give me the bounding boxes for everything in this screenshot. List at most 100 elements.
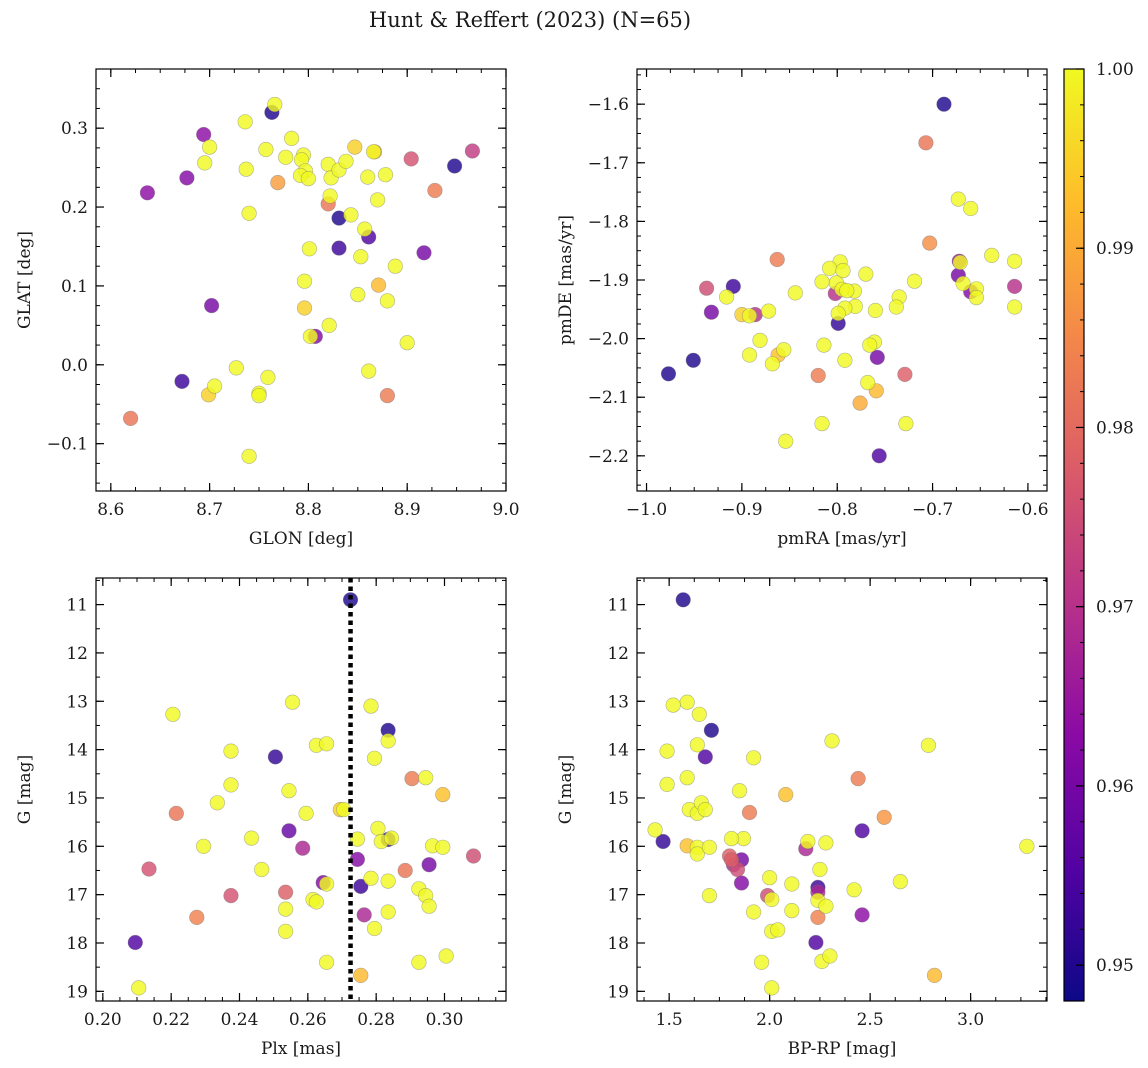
x-tick-label: 8.7 xyxy=(196,500,223,520)
data-point xyxy=(197,155,213,171)
colorbar-tick-label: 0.97 xyxy=(1096,598,1134,618)
colorbar-tick-label: 0.99 xyxy=(1096,239,1134,259)
data-point xyxy=(397,862,413,879)
data-point xyxy=(685,352,701,368)
data-point xyxy=(379,388,396,404)
scatter-panel-1: 8.6 8.7 8.8 8.9 9.0 −0.1 0.0 0.1 0.2 0.3 GLON [deg… xyxy=(15,68,520,549)
colorbar-tick-label: 1.00 xyxy=(1096,60,1134,80)
data-point xyxy=(435,839,451,855)
data-point xyxy=(741,308,758,324)
data-point xyxy=(196,838,212,854)
data-point xyxy=(869,349,885,366)
data-point xyxy=(892,873,908,890)
data-point xyxy=(718,289,735,305)
data-point xyxy=(660,366,677,382)
data-point xyxy=(888,299,904,315)
data-point xyxy=(701,839,718,855)
data-point xyxy=(243,830,260,846)
data-point xyxy=(427,182,443,199)
y-axis-label: G [mag] xyxy=(556,755,576,824)
data-point xyxy=(131,980,147,996)
data-point xyxy=(839,283,855,299)
data-point xyxy=(223,777,239,793)
data-point xyxy=(380,904,396,920)
data-point xyxy=(349,831,366,847)
data-point xyxy=(697,801,713,818)
data-point xyxy=(1006,253,1023,269)
data-point xyxy=(238,161,254,177)
data-point xyxy=(237,114,253,130)
data-point xyxy=(745,750,762,766)
data-point xyxy=(761,870,778,886)
data-point xyxy=(784,902,800,919)
x-axis-label: pmRA [mas/yr] xyxy=(777,529,906,549)
data-point xyxy=(363,698,379,714)
data-point xyxy=(723,830,740,847)
data-point xyxy=(370,820,386,837)
data-point xyxy=(416,245,432,261)
scatter-panel-3: 0.20 0.22 0.24 0.26 0.28 0.30 11 12 13 14 15 16 17 18… xyxy=(15,577,507,1059)
data-point xyxy=(787,285,803,301)
data-point xyxy=(665,697,681,713)
data-point xyxy=(308,894,325,910)
y-tick-label: 11 xyxy=(607,596,629,616)
data-point xyxy=(675,592,691,608)
data-point xyxy=(867,302,884,319)
data-point xyxy=(814,416,830,432)
data-point xyxy=(168,805,184,822)
data-point xyxy=(296,300,313,316)
x-tick-label: 8.9 xyxy=(394,500,421,520)
y-axis-label: pmDE [mas/yr] xyxy=(556,215,576,345)
x-tick-label: 0.22 xyxy=(152,1010,190,1030)
data-point xyxy=(810,367,826,384)
data-point xyxy=(321,317,337,334)
y-tick-label: −1.7 xyxy=(588,154,629,174)
data-point xyxy=(800,833,816,850)
data-point xyxy=(920,737,937,753)
y-tick-label: −1.6 xyxy=(588,95,629,115)
data-point xyxy=(127,934,143,951)
data-point xyxy=(370,192,386,208)
data-point xyxy=(871,448,887,464)
data-point xyxy=(179,170,195,186)
data-point xyxy=(852,395,868,411)
data-point xyxy=(353,967,369,984)
data-point xyxy=(319,736,335,752)
data-point xyxy=(955,275,971,292)
data-point xyxy=(764,891,780,908)
data-point xyxy=(353,878,369,895)
data-point xyxy=(926,967,943,984)
data-point xyxy=(822,948,838,964)
data-point xyxy=(862,337,878,353)
data-points xyxy=(660,96,1023,464)
data-point xyxy=(241,205,257,221)
data-point xyxy=(319,876,335,892)
data-point xyxy=(165,706,181,722)
data-point xyxy=(278,884,294,900)
data-point xyxy=(703,304,720,320)
data-point xyxy=(123,410,139,427)
data-point xyxy=(745,904,762,920)
data-point xyxy=(403,151,419,167)
data-point xyxy=(752,332,768,349)
data-point xyxy=(1006,299,1023,315)
data-point xyxy=(380,733,396,749)
data-point xyxy=(854,907,870,923)
axes-frame xyxy=(95,577,507,1002)
data-point xyxy=(260,369,276,386)
data-point xyxy=(697,749,713,765)
data-point xyxy=(741,804,758,821)
x-tick-label: 0.24 xyxy=(221,1010,259,1030)
y-tick-label: 18 xyxy=(66,934,88,954)
data-point xyxy=(922,235,938,251)
data-point xyxy=(421,898,437,914)
data-point xyxy=(302,328,319,345)
data-point xyxy=(196,126,212,143)
x-axis-label: Plx [mas] xyxy=(261,1039,341,1059)
data-point xyxy=(363,870,379,886)
data-point xyxy=(753,954,770,970)
data-point xyxy=(371,277,387,293)
data-point xyxy=(447,158,463,174)
x-tick-label: −0.7 xyxy=(912,500,953,520)
data-point xyxy=(906,273,923,289)
